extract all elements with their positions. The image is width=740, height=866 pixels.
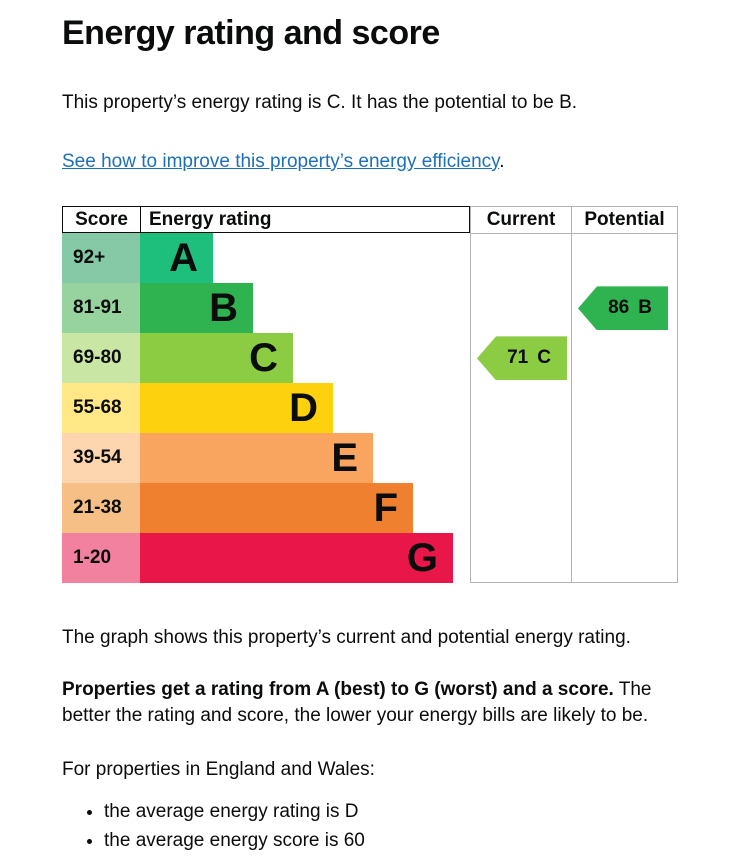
score-range-a: 92+ xyxy=(62,233,140,284)
arrow-score: 71 xyxy=(507,347,529,369)
epc-rows: 92+ A 81-91 B 69-80 C 55-68 D 39-54 E 21-38 F 1-20 G xyxy=(62,233,470,584)
score-range-e: 39-54 xyxy=(62,433,140,484)
score-range-b: 81-91 xyxy=(62,283,140,334)
average-score-item: the average energy score is 60 xyxy=(104,829,678,854)
improve-link-line: See how to improve this property’s energ… xyxy=(62,149,678,175)
score-range-d: 55-68 xyxy=(62,383,140,434)
rating-bar-e: E xyxy=(140,433,373,484)
average-rating-item: the average energy rating is D xyxy=(104,800,678,825)
epc-band-row-c: 69-80 C xyxy=(62,333,470,384)
current-rating-arrow: 71 C xyxy=(477,336,567,381)
potential-column: Potential xyxy=(571,206,678,584)
region-intro: For properties in England and Wales: xyxy=(62,759,375,781)
arrow-score: 86 xyxy=(608,297,630,319)
score-range-f: 21-38 xyxy=(62,483,140,534)
link-suffix-period: . xyxy=(499,150,505,172)
improve-efficiency-link[interactable]: See how to improve this property’s energ… xyxy=(62,150,500,172)
rating-bar-c: C xyxy=(140,333,293,384)
epc-band-row-e: 39-54 E xyxy=(62,433,470,484)
current-column: Current xyxy=(470,206,571,584)
epc-band-row-d: 55-68 D xyxy=(62,383,470,434)
score-column-header: Score xyxy=(63,207,141,233)
potential-column-header: Potential xyxy=(572,207,677,235)
rating-explanation-rest: The better the rating and score, the low… xyxy=(62,679,652,726)
rating-bar-g: G xyxy=(140,533,453,584)
chart-header-left-block: Score Energy rating xyxy=(62,206,470,234)
potential-rating-arrow: 86 B xyxy=(578,286,668,331)
score-range-g: 1-20 xyxy=(62,533,140,584)
arrow-band-letter: C xyxy=(537,347,551,369)
rating-bar-d: D xyxy=(140,383,333,434)
epc-band-row-b: 81-91 B xyxy=(62,283,470,334)
rating-explanation: Properties get a rating from A (best) to… xyxy=(62,677,682,728)
score-range-c: 69-80 xyxy=(62,333,140,384)
energy-rating-column-header: Energy rating xyxy=(149,208,272,230)
epc-rating-chart: Score Energy rating Current Potential 92… xyxy=(62,206,678,584)
rating-bar-b: B xyxy=(140,283,253,334)
current-column-header: Current xyxy=(471,207,571,235)
epc-band-row-f: 21-38 F xyxy=(62,483,470,534)
rating-explanation-bold: Properties get a rating from A (best) to… xyxy=(62,679,614,701)
rating-summary-text: This property’s energy rating is C. It h… xyxy=(62,92,578,114)
averages-list: the average energy rating is D the avera… xyxy=(62,800,678,853)
page-title: Energy rating and score xyxy=(62,14,440,52)
epc-band-row-a: 92+ A xyxy=(62,233,470,284)
rating-bar-f: F xyxy=(140,483,413,534)
rating-bar-a: A xyxy=(140,233,213,284)
epc-band-row-g: 1-20 G xyxy=(62,533,470,584)
chart-caption: The graph shows this property’s current … xyxy=(62,627,631,649)
arrow-band-letter: B xyxy=(638,297,652,319)
